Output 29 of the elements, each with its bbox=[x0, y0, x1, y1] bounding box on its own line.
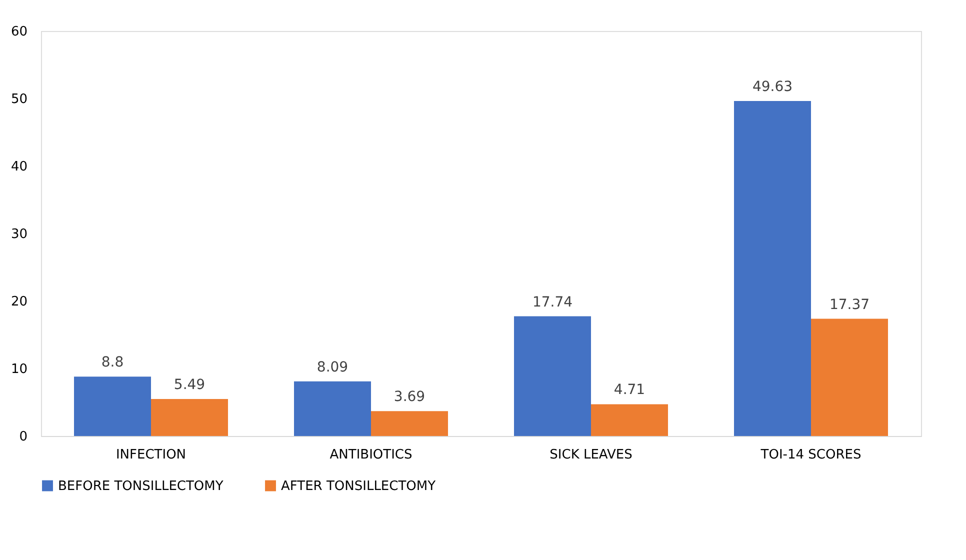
data-label: 4.71 bbox=[614, 382, 646, 398]
data-label: 17.37 bbox=[829, 296, 870, 313]
bar bbox=[294, 381, 371, 436]
bar bbox=[74, 376, 151, 436]
y-tick-label: 20 bbox=[10, 294, 28, 310]
legend-label: AFTER TONSILLECTOMY bbox=[281, 478, 436, 494]
bar bbox=[591, 404, 668, 436]
data-label: 8.09 bbox=[316, 359, 348, 376]
legend-label: BEFORE TONSILLECTOMY bbox=[58, 478, 224, 494]
x-tick-label: INFECTION bbox=[116, 448, 186, 462]
data-label: 17.74 bbox=[532, 294, 573, 310]
x-tick-label: ANTIBIOTICS bbox=[330, 448, 412, 462]
x-tick-label: SICK LEAVES bbox=[550, 448, 632, 462]
bar bbox=[371, 411, 448, 436]
y-tick-label: 50 bbox=[10, 92, 28, 107]
y-tick-label: 60 bbox=[10, 24, 28, 40]
x-tick-label: TOI-14 SCORES bbox=[760, 448, 862, 462]
data-label: 5.49 bbox=[174, 376, 206, 393]
bar bbox=[734, 100, 811, 436]
y-tick-label: 30 bbox=[10, 227, 28, 242]
bar bbox=[514, 316, 591, 436]
y-tick-label: 10 bbox=[10, 362, 28, 377]
y-tick-label: 40 bbox=[10, 160, 28, 174]
bar bbox=[811, 318, 888, 436]
y-tick-label: 0 bbox=[19, 430, 28, 444]
bar bbox=[151, 398, 228, 436]
data-label: 49.63 bbox=[752, 78, 793, 95]
data-label: 8.8 bbox=[101, 354, 124, 371]
data-label: 3.69 bbox=[394, 389, 426, 406]
